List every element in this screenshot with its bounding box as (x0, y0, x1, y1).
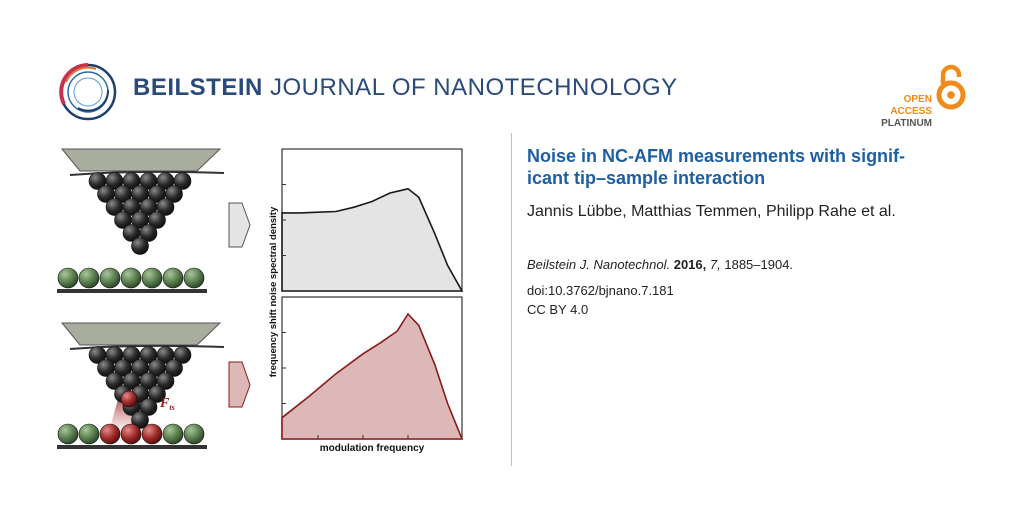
citation-year: 2016, (673, 257, 707, 272)
sample-atom-interacting (120, 423, 142, 445)
tip-atom (173, 346, 192, 364)
sample-atom (78, 423, 100, 445)
article-license[interactable]: CC BY 4.0 (527, 302, 589, 317)
open-access-line3: PLATINUM (881, 118, 932, 129)
journal-name: BEILSTEIN JOURNAL OF NANOTECHNOLOGY (133, 74, 678, 102)
sample-atoms-top (57, 267, 205, 289)
afm-tip-top (88, 172, 192, 255)
open-access-line1: OPEN (903, 94, 932, 105)
chart-ticks (282, 184, 409, 439)
tip-atom (165, 359, 183, 377)
citation-journal: Beilstein J. Nanotechnol. (527, 257, 671, 272)
sample-atom (57, 423, 79, 445)
tip-atom (148, 211, 166, 229)
cantilever-top (60, 148, 225, 176)
tip-atom (173, 172, 192, 190)
open-access-label: OPEN ACCESS PLATINUM (881, 94, 932, 130)
chart-top (281, 148, 464, 292)
citation-pages: 1885–1904. (724, 257, 794, 272)
sample-atom (78, 267, 100, 289)
sample-atom-interacting (141, 423, 163, 445)
open-access-lock-icon (936, 64, 966, 110)
arrow-bottom (228, 361, 251, 408)
arrow-top (228, 202, 251, 248)
tip-atom (131, 411, 149, 429)
divider (511, 133, 512, 466)
sample-atom (183, 267, 205, 289)
tip-atom (139, 398, 158, 416)
article-title-line2: icant tip–sample interaction (527, 168, 766, 188)
tip-atom (156, 198, 175, 216)
force-label-sub: ts (169, 403, 174, 412)
sample-atoms-bottom (57, 423, 205, 445)
sample-atom-interacting (99, 423, 121, 445)
tip-apex-atom (120, 390, 138, 408)
cantilever-bottom (60, 322, 225, 350)
citation-volume: 7, (709, 257, 721, 272)
journal-name-bold: BEILSTEIN (133, 74, 263, 101)
journal-logo-icon (59, 63, 117, 121)
chart-top-area (281, 187, 464, 292)
x-axis-label: modulation frequency (320, 443, 425, 454)
article-title[interactable]: Noise in NC-AFM measurements with signif… (527, 145, 967, 189)
tip-atom (148, 385, 166, 403)
sample-atom (120, 267, 142, 289)
article-title-line1: Noise in NC-AFM measurements with signif… (527, 146, 906, 166)
open-access-line2: ACCESS (890, 106, 932, 117)
afm-tip-bottom (88, 346, 192, 429)
force-label: Fts (159, 396, 175, 412)
graphical-abstract: Fts frequency shift noise spectral densi… (57, 148, 464, 454)
tip-atom (131, 237, 149, 255)
article-doi[interactable]: doi:10.3762/bjnano.7.181 (527, 283, 674, 298)
tip-atom (139, 224, 158, 242)
sample-atom (57, 267, 79, 289)
sample-atom (162, 267, 184, 289)
article-authors: Jannis Lübbe, Matthias Temmen, Philipp R… (527, 203, 896, 220)
tip-atom (165, 185, 183, 203)
surface-top (57, 289, 207, 293)
force-label-main: F (159, 396, 170, 411)
sample-atom (162, 423, 184, 445)
sample-atom (99, 267, 121, 289)
y-axis-label: frequency shift noise spectral density (268, 206, 279, 377)
journal-name-rest: JOURNAL OF NANOTECHNOLOGY (270, 74, 678, 101)
tip-atom (156, 372, 175, 390)
chart-bottom-area (281, 312, 464, 440)
article-citation: Beilstein J. Nanotechnol. 2016, 7, 1885–… (527, 257, 793, 272)
chart-bottom (281, 296, 464, 440)
surface-bottom (57, 445, 207, 449)
sample-atom (141, 267, 163, 289)
sample-atom (183, 423, 205, 445)
